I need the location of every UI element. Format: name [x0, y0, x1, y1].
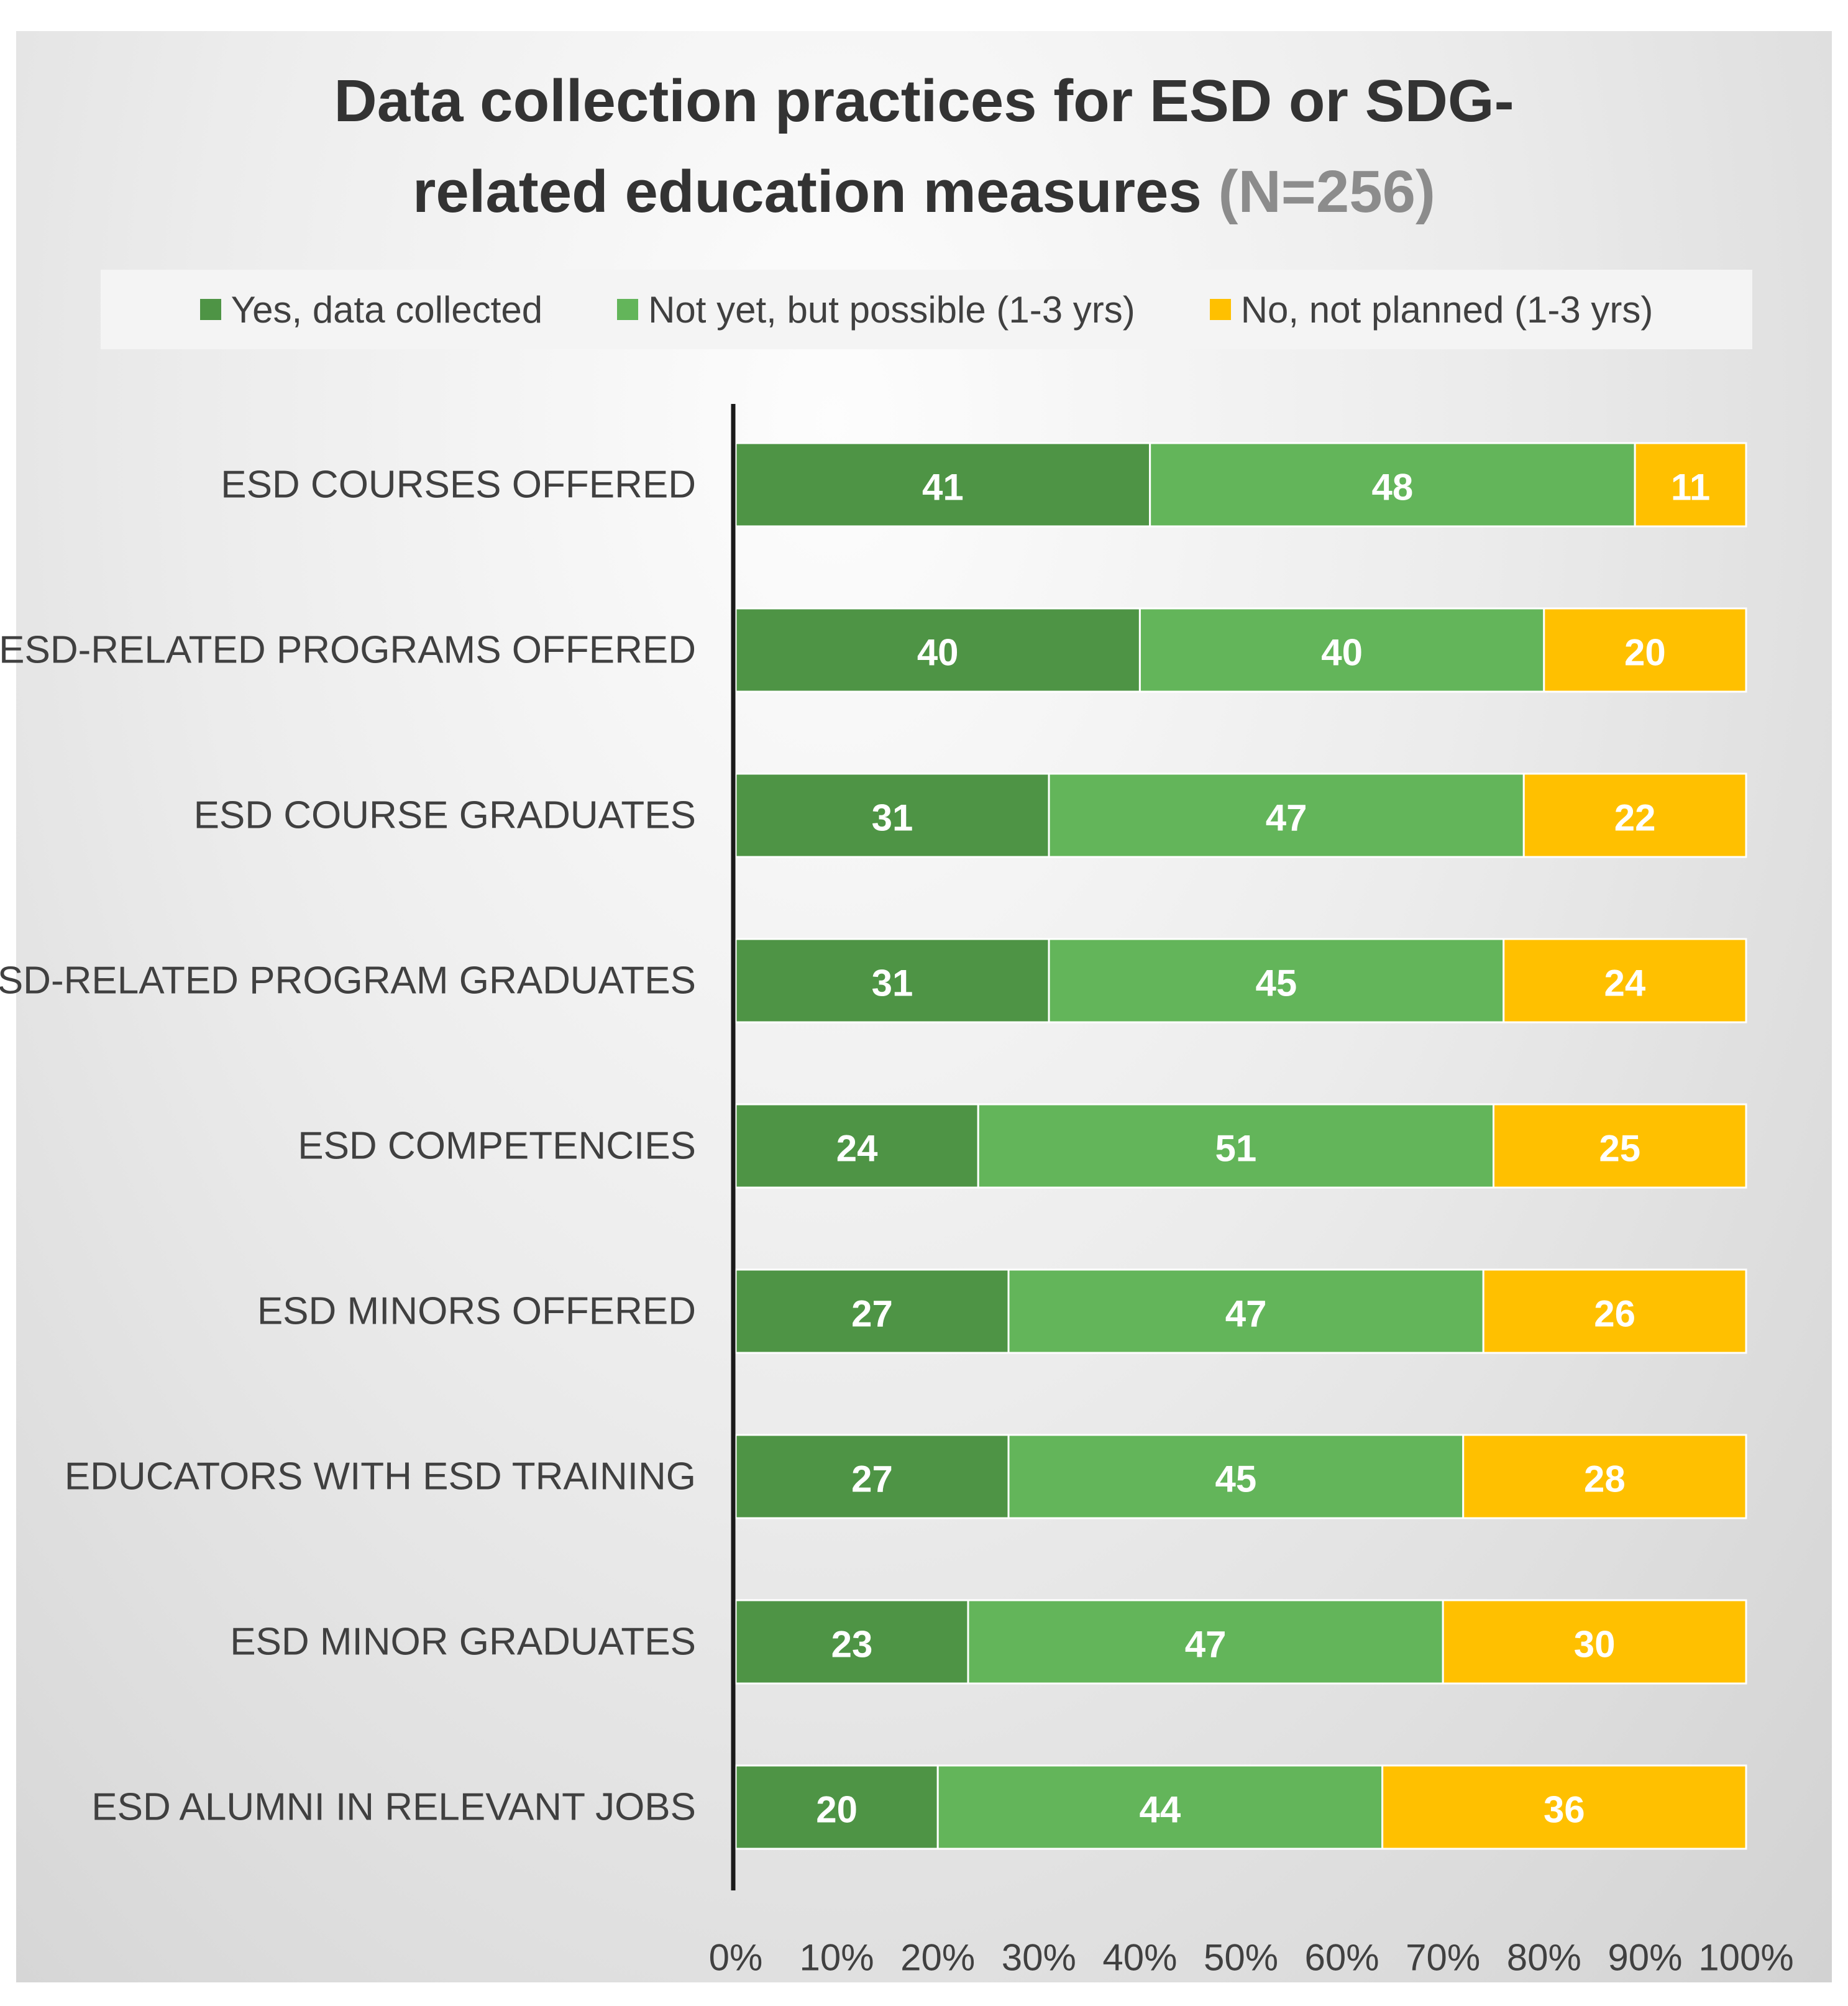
- data-label: 45: [1256, 963, 1297, 1004]
- bar-segment-series-2: [1482, 1268, 1747, 1354]
- chart-title-line-2: related education measures (N=256): [16, 147, 1832, 237]
- x-tick-label: 50%: [1204, 1937, 1278, 1979]
- bar-segment-series-2: [1381, 1764, 1747, 1850]
- category-label: EDUCATORS WITH ESD TRAINING: [65, 1455, 696, 1498]
- data-label: 30: [1574, 1624, 1616, 1665]
- data-label: 48: [1372, 467, 1414, 508]
- bar-segment-series-1: [1048, 772, 1525, 858]
- data-label: 24: [836, 1128, 878, 1170]
- category-label: ESD ALUMNI IN RELEVANT JOBS: [91, 1786, 696, 1829]
- bar-segment-series-1: [967, 1599, 1444, 1685]
- category-label: ESD-RELATED PROGRAMS OFFERED: [0, 629, 696, 672]
- x-tick-label: 30%: [1002, 1937, 1076, 1979]
- legend-swatch-yes: [199, 299, 221, 320]
- data-label: 41: [922, 467, 964, 508]
- bar-segment-series-2: [1442, 1599, 1747, 1685]
- data-label: 23: [831, 1624, 873, 1665]
- data-label: 27: [851, 1293, 893, 1335]
- x-tick-label: 10%: [800, 1937, 874, 1979]
- bar-segment-series-1: [1007, 1268, 1484, 1354]
- data-label: 28: [1584, 1459, 1626, 1500]
- bar-segment-series-1: [936, 1764, 1384, 1850]
- data-label: 47: [1266, 797, 1307, 839]
- legend-item-no: No, not planned (1-3 yrs): [1209, 288, 1654, 331]
- data-label: 24: [1604, 963, 1646, 1004]
- bar-segment-series-2: [1462, 1434, 1747, 1519]
- data-label: 40: [1321, 632, 1363, 674]
- bar-segment-series-1: [1048, 938, 1505, 1024]
- data-label: 26: [1594, 1293, 1635, 1335]
- bar-segment-series-2: [1503, 938, 1747, 1024]
- bar-segment-series-2: [1634, 442, 1747, 528]
- x-tick-label: 80%: [1507, 1937, 1581, 1979]
- data-label: 47: [1225, 1293, 1267, 1335]
- x-tick-label: 100%: [1698, 1937, 1793, 1979]
- chart-title-main: related education measures: [412, 158, 1202, 225]
- data-label: 36: [1544, 1789, 1585, 1831]
- bar-segment-series-1: [1138, 607, 1545, 693]
- category-label: ESD MINORS OFFERED: [257, 1290, 696, 1333]
- data-label: 51: [1215, 1128, 1256, 1170]
- data-label: 31: [872, 797, 913, 839]
- bar-segment-series-0: [734, 1103, 979, 1189]
- legend-label-not-yet: Not yet, but possible (1-3 yrs): [648, 288, 1135, 331]
- data-label: 40: [917, 632, 959, 674]
- legend-item-yes: Yes, data collected: [199, 288, 543, 331]
- legend-swatch-no: [1209, 299, 1231, 320]
- data-label: 20: [816, 1789, 858, 1831]
- bar-segment-series-0: [734, 938, 1050, 1024]
- bar-segment-series-2: [1543, 607, 1747, 693]
- bar-segment-series-1: [1007, 1434, 1465, 1519]
- category-label: ESD COURSES OFFERED: [221, 464, 696, 506]
- data-label: 20: [1624, 632, 1666, 674]
- category-label: ESD MINOR GRADUATES: [230, 1621, 696, 1664]
- data-label: 44: [1140, 1789, 1181, 1831]
- legend: Yes, data collected Not yet, but possibl…: [101, 270, 1752, 349]
- x-tick-label: 20%: [900, 1937, 975, 1979]
- category-label: ESD-RELATED PROGRAM GRADUATES: [0, 959, 696, 1002]
- chart-title-line-1: Data collection practices for ESD or SDG…: [334, 68, 1514, 134]
- category-label: ESD COURSE GRADUATES: [194, 794, 696, 837]
- chart-title: Data collection practices for ESD or SDG…: [16, 56, 1832, 237]
- x-tick-label: 90%: [1608, 1937, 1682, 1979]
- data-label: 47: [1185, 1624, 1227, 1665]
- bar-segment-series-0: [734, 772, 1050, 858]
- x-tick-label: 40%: [1102, 1937, 1177, 1979]
- legend-item-not-yet: Not yet, but possible (1-3 yrs): [617, 288, 1135, 331]
- bar-segment-series-0: [734, 1268, 1010, 1354]
- category-label: ESD COMPETENCIES: [298, 1125, 696, 1168]
- data-label: 25: [1599, 1128, 1640, 1170]
- bar-segment-series-2: [1522, 772, 1747, 858]
- x-tick-label: 0%: [709, 1937, 763, 1979]
- x-tick-label: 60%: [1305, 1937, 1379, 1979]
- bar-segment-series-0: [734, 1599, 969, 1685]
- data-label: 11: [1671, 467, 1710, 508]
- bar-segment-series-2: [1493, 1103, 1747, 1189]
- legend-label-yes: Yes, data collected: [231, 288, 543, 331]
- x-tick-label: 70%: [1406, 1937, 1480, 1979]
- data-label: 31: [872, 963, 913, 1004]
- data-label: 22: [1614, 797, 1656, 839]
- data-label: 27: [851, 1459, 893, 1500]
- bar-segment-series-0: [734, 1434, 1010, 1519]
- legend-label-no: No, not planned (1-3 yrs): [1240, 288, 1654, 331]
- legend-swatch-not-yet: [617, 299, 639, 320]
- bar-segment-series-1: [977, 1103, 1494, 1189]
- data-label: 45: [1215, 1459, 1256, 1500]
- chart-title-n: (N=256): [1218, 158, 1436, 225]
